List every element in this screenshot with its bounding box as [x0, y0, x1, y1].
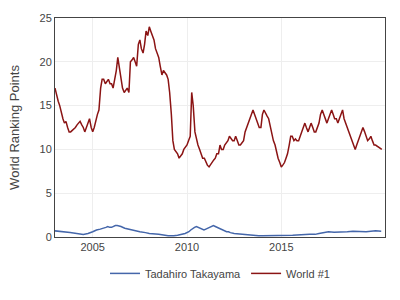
svg-text:2005: 2005 [80, 241, 104, 253]
svg-text:2010: 2010 [175, 241, 199, 253]
svg-text:World #1: World #1 [286, 268, 330, 280]
svg-text:0: 0 [46, 231, 52, 243]
svg-text:25: 25 [40, 12, 52, 24]
svg-text:Tadahiro Takayama: Tadahiro Takayama [145, 268, 241, 280]
svg-text:5: 5 [46, 187, 52, 199]
svg-text:2015: 2015 [269, 241, 293, 253]
svg-text:15: 15 [40, 99, 52, 111]
svg-text:World Ranking Points: World Ranking Points [7, 65, 22, 190]
svg-text:20: 20 [40, 56, 52, 68]
svg-text:10: 10 [40, 143, 52, 155]
